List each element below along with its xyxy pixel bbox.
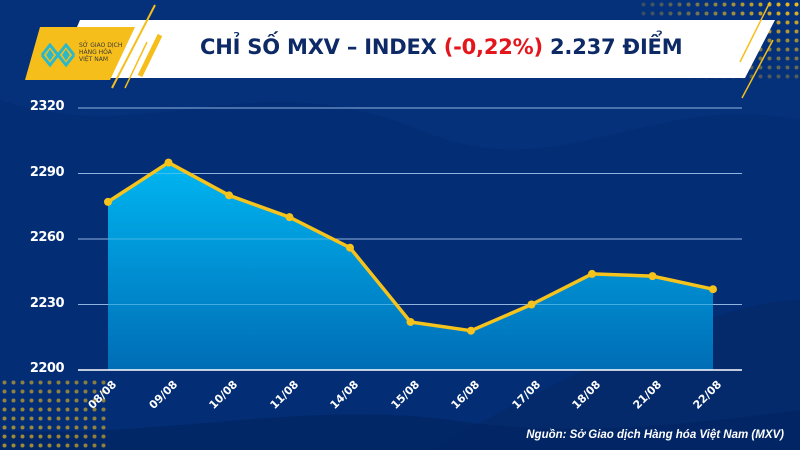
data-point [406,317,415,326]
data-point [467,326,475,335]
data-point-markers [104,158,717,335]
data-point [225,191,233,200]
y-tick-label: 2230 [29,295,65,311]
y-tick-label: 2200 [29,361,65,376]
data-point [709,285,717,294]
logo-line-3: VIỆT NAM [79,56,109,63]
data-point [346,243,354,252]
y-tick-label: 2320 [29,99,65,114]
logo-line-2: HÀNG HÓA [79,49,112,56]
logo-line-1: SỞ GIAO DỊCH [79,42,123,49]
title-suffix: 2.237 ĐIỂM [542,35,683,59]
y-tick-label: 2260 [29,230,65,245]
data-point [104,197,112,206]
data-point [164,158,173,167]
data-point [527,300,536,309]
source-note: Nguồn: Sở Giao dịch Hàng hóa Việt Nam (M… [526,429,784,441]
data-point [588,269,596,278]
y-tick-label: 2290 [29,164,65,180]
chart-title: CHỈ SỐ MXV – INDEX (-0,22%) 2.237 ĐIỂM [200,35,683,65]
title-change-percent: (-0,22%) [443,35,543,59]
title-prefix: CHỈ SỐ MXV – INDEX [200,35,444,59]
data-point [648,272,657,281]
mxv-logo-icon [40,42,76,68]
data-point [285,213,294,222]
logo-text: SỞ GIAO DỊCH HÀNG HÓA VIỆT NAM [79,42,122,63]
area-fill [108,162,713,370]
